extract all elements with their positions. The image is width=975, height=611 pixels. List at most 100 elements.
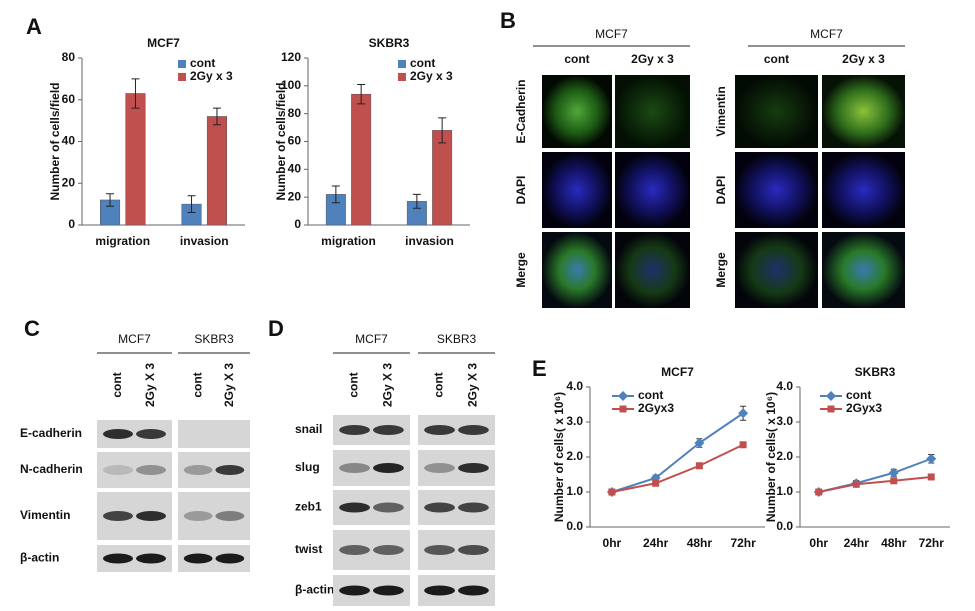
legend-marker bbox=[618, 391, 628, 401]
x-tick-label: migration bbox=[321, 234, 376, 248]
row-label: twist bbox=[295, 542, 322, 556]
band bbox=[183, 553, 213, 564]
chart-title: MCF7 bbox=[661, 365, 694, 379]
row-label: Merge bbox=[714, 252, 728, 288]
series-line bbox=[611, 443, 744, 493]
y-tick-label: 2.0 bbox=[566, 449, 583, 463]
y-axis-label: Number of cells/field bbox=[48, 82, 62, 200]
lane-label: 2Gy X 3 bbox=[466, 363, 480, 407]
x-tick-label: 48hr bbox=[687, 536, 713, 550]
row-label: N-cadherin bbox=[20, 462, 83, 476]
marker bbox=[739, 441, 747, 449]
y-tick-label: 80 bbox=[288, 106, 302, 120]
y-axis-label: Number of cells( x 10⁶) bbox=[552, 392, 566, 522]
lane-label: cont bbox=[432, 372, 446, 397]
band bbox=[424, 545, 455, 555]
y-tick-label: 3.0 bbox=[776, 414, 793, 428]
band bbox=[339, 502, 370, 513]
band bbox=[373, 463, 404, 473]
lane-label: cont bbox=[190, 372, 204, 397]
band bbox=[183, 511, 213, 521]
band bbox=[183, 465, 213, 475]
series-line bbox=[611, 412, 744, 493]
micrograph bbox=[542, 152, 612, 228]
micrograph bbox=[822, 75, 905, 148]
marker bbox=[888, 467, 899, 478]
micrograph bbox=[615, 152, 690, 228]
band bbox=[373, 545, 404, 555]
band bbox=[424, 585, 455, 596]
lane-label: cont bbox=[347, 372, 361, 397]
x-tick-label: invasion bbox=[180, 234, 229, 248]
band bbox=[339, 463, 370, 473]
band bbox=[103, 511, 133, 521]
legend-label: 2Gy x 3 bbox=[410, 69, 453, 83]
x-tick-label: 24hr bbox=[844, 536, 870, 550]
legend-label: cont bbox=[190, 56, 215, 70]
row-label: Merge bbox=[514, 252, 528, 288]
blot bbox=[178, 420, 250, 448]
band bbox=[424, 502, 455, 513]
error-bar bbox=[131, 78, 140, 109]
band bbox=[424, 463, 455, 473]
band bbox=[215, 511, 245, 521]
band bbox=[458, 502, 489, 513]
band bbox=[215, 465, 245, 475]
marker bbox=[738, 408, 749, 419]
band bbox=[373, 502, 404, 513]
x-tick-label: migration bbox=[95, 234, 150, 248]
row-label: E-cadherin bbox=[20, 426, 82, 440]
panel-label: D bbox=[268, 316, 284, 341]
band bbox=[136, 553, 166, 564]
x-tick-label: 72hr bbox=[730, 536, 756, 550]
marker bbox=[695, 462, 703, 470]
marker bbox=[815, 488, 823, 496]
panel-label: B bbox=[500, 8, 516, 33]
blot bbox=[178, 492, 250, 540]
y-tick-label: 60 bbox=[288, 134, 302, 148]
lane-label: 2Gy X 3 bbox=[381, 363, 395, 407]
marker bbox=[927, 473, 935, 481]
y-tick-label: 20 bbox=[62, 175, 76, 189]
marker bbox=[926, 453, 937, 464]
band bbox=[339, 545, 370, 555]
y-tick-label: 1.0 bbox=[566, 484, 583, 498]
row-label: snail bbox=[295, 422, 322, 436]
micrograph bbox=[735, 75, 818, 148]
band bbox=[458, 463, 489, 473]
row-label: slug bbox=[295, 460, 320, 474]
error-bar bbox=[412, 193, 421, 209]
legend-label: cont bbox=[410, 56, 435, 70]
legend-swatch bbox=[178, 60, 186, 68]
row-label: β-actin bbox=[295, 583, 334, 597]
bar bbox=[432, 130, 453, 226]
y-tick-label: 40 bbox=[288, 162, 302, 176]
error-bar bbox=[187, 195, 196, 213]
legend-label: 2Gy x 3 bbox=[190, 69, 233, 83]
error-bar bbox=[438, 117, 447, 144]
y-tick-label: 20 bbox=[288, 189, 302, 203]
micrograph bbox=[542, 232, 612, 308]
legend-swatch bbox=[178, 73, 186, 81]
chart-title: SKBR3 bbox=[855, 365, 896, 379]
y-axis-label: Number of cells/field bbox=[274, 82, 288, 200]
y-tick-label: 0 bbox=[294, 217, 301, 231]
group-title: SKBR3 bbox=[437, 332, 477, 346]
panel-label: C bbox=[24, 316, 40, 341]
band bbox=[458, 585, 489, 596]
y-tick-label: 0.0 bbox=[776, 519, 793, 533]
legend-swatch bbox=[398, 73, 406, 81]
band bbox=[136, 429, 166, 439]
error-bar bbox=[106, 193, 115, 207]
row-label: E-Cadherin bbox=[514, 79, 528, 143]
band bbox=[424, 425, 455, 435]
column-label: cont bbox=[764, 52, 789, 66]
column-label: 2Gy x 3 bbox=[842, 52, 885, 66]
band bbox=[103, 553, 133, 564]
column-label: cont bbox=[564, 52, 589, 66]
panel-label: E bbox=[532, 356, 547, 381]
band bbox=[458, 545, 489, 555]
y-axis-label: Number of cells( x 10⁶) bbox=[764, 392, 778, 522]
x-tick-label: 48hr bbox=[881, 536, 907, 550]
